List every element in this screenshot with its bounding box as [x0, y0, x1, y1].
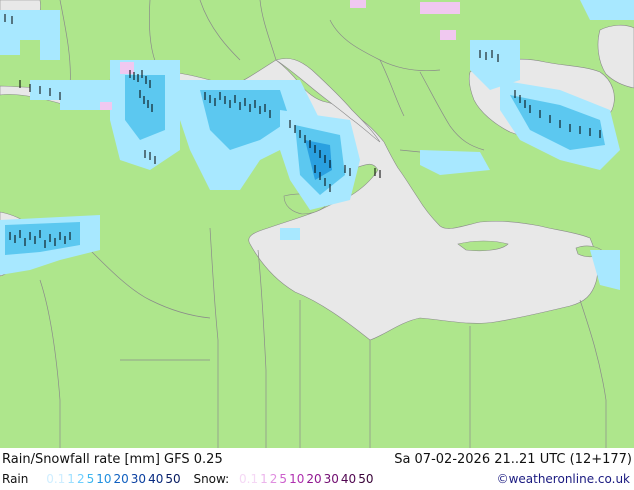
country-borders — [39, 0, 607, 448]
snow-level-3: 5 — [279, 472, 288, 486]
rain-legend-label: Rain — [2, 472, 29, 486]
credit-link[interactable]: ©weatheronline.co.uk — [496, 472, 630, 486]
adriatic-sea — [275, 58, 381, 143]
valid-time: Sa 07-02-2026 21..21 UTC (12+177) — [394, 452, 632, 467]
precipitation-map — [0, 0, 634, 448]
snow-level-8: 50 — [358, 472, 374, 486]
snow-legend-levels: 0.1 1 2 5 10 20 30 40 50 — [239, 472, 375, 486]
snow-level-7: 40 — [340, 472, 357, 486]
rain-level-1: 1 — [67, 472, 75, 486]
rain-level-4: 10 — [96, 472, 112, 486]
rain-level-3: 5 — [86, 472, 95, 486]
rain-level-0: 0.1 — [46, 472, 66, 486]
northern-sea-patch — [597, 24, 634, 89]
snow-level-4: 10 — [289, 472, 305, 486]
legend-row: Rain 0.1 1 2 5 10 20 30 40 50 Snow: 0.1 1 2 5 10 20 30… — [0, 470, 634, 490]
snow-legend-label: Snow: — [193, 472, 230, 486]
snow-level-1: 1 — [260, 472, 268, 486]
snow-level-6: 30 — [323, 472, 339, 486]
snow-level-2: 2 — [269, 472, 278, 486]
rain-areas — [0, 0, 634, 290]
precip-legend: Rain 0.1 1 2 5 10 20 30 40 50 Snow: 0.1 1 2 5 10 20 30… — [2, 472, 378, 486]
rain-level-2: 2 — [76, 472, 85, 486]
rain-level-5: 20 — [113, 472, 129, 486]
title-row: Rain/Snowfall rate [mm] GFS 0.25 Sa 07-0… — [0, 451, 634, 471]
map-title: Rain/Snowfall rate [mm] GFS 0.25 — [2, 452, 223, 467]
rain-level-8: 50 — [165, 472, 181, 486]
rain-markers — [4, 14, 601, 248]
snow-level-0: 0.1 — [239, 472, 259, 486]
rain-level-7: 40 — [148, 472, 164, 486]
rain-level-6: 30 — [130, 472, 147, 486]
rain-legend-levels: 0.1 1 2 5 10 20 30 40 50 — [46, 472, 182, 486]
snow-level-5: 20 — [306, 472, 322, 486]
crete-island — [457, 240, 509, 252]
